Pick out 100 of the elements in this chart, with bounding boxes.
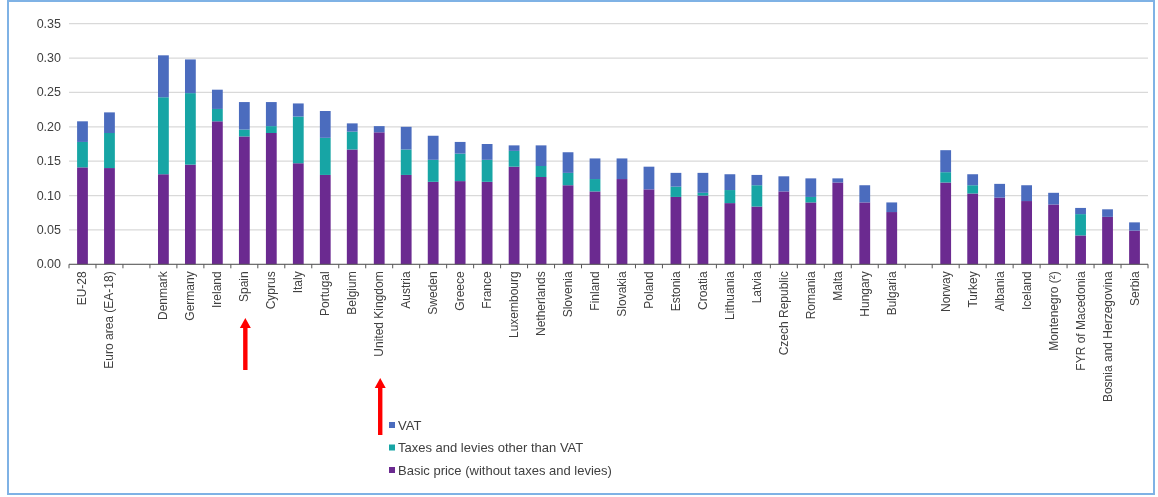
x-tick-label: Estonia xyxy=(668,270,683,312)
y-tick-label: 0.10 xyxy=(36,188,62,203)
bar xyxy=(724,190,736,204)
bar xyxy=(805,202,817,265)
bar xyxy=(346,149,358,265)
bar xyxy=(589,158,601,180)
x-tick-label: Montenegro (²) xyxy=(1046,271,1061,351)
legend-label: VAT xyxy=(398,417,422,433)
bar xyxy=(670,172,682,187)
bar xyxy=(211,108,223,122)
x-tick-label: France xyxy=(480,270,495,309)
bar xyxy=(1075,207,1086,215)
x-tick-label: Latvia xyxy=(749,270,764,304)
bar xyxy=(1048,192,1059,205)
bar xyxy=(751,185,763,207)
bar xyxy=(967,174,979,186)
bar xyxy=(697,192,709,196)
bar xyxy=(562,172,574,186)
bar xyxy=(805,196,817,203)
x-tick-label: Bosnia and Herzegovina xyxy=(1100,270,1115,403)
x-tick-label: Germany xyxy=(183,271,198,321)
bar xyxy=(427,181,439,265)
y-tick-label: 0.25 xyxy=(36,85,62,100)
bar xyxy=(697,195,709,265)
x-tick-label: Italy xyxy=(291,271,306,294)
bar xyxy=(967,193,979,265)
x-tick-label: Luxembourg xyxy=(507,271,522,339)
bar xyxy=(238,102,250,130)
x-tick-label: Serbia xyxy=(1127,270,1142,306)
x-tick-label: Lithuania xyxy=(722,270,737,321)
bar xyxy=(211,89,223,109)
x-tick-label: Slovenia xyxy=(561,270,576,318)
bar xyxy=(940,172,952,183)
bar xyxy=(481,144,493,160)
bar xyxy=(670,186,682,197)
x-tick-label: Netherlands xyxy=(534,271,549,337)
bar xyxy=(859,185,871,203)
x-tick-label: Slovakia xyxy=(614,270,629,317)
bar xyxy=(994,183,1006,198)
bar xyxy=(427,159,439,182)
x-tick-label: Albania xyxy=(992,270,1007,312)
bar xyxy=(1075,235,1086,265)
bar xyxy=(535,145,547,166)
bar xyxy=(265,133,277,265)
bar xyxy=(508,150,520,167)
bar xyxy=(1102,216,1113,265)
x-tick-label: Croatia xyxy=(695,270,710,310)
x-tick-label: Denmark xyxy=(156,270,171,320)
bar xyxy=(886,202,898,213)
bar xyxy=(535,166,547,177)
x-tick-label: Austria xyxy=(399,270,414,309)
bar xyxy=(373,132,385,265)
bar xyxy=(292,116,304,164)
bar xyxy=(184,59,196,94)
bar xyxy=(616,158,628,180)
x-tick-label: Bulgaria xyxy=(884,270,899,316)
bar xyxy=(967,185,979,194)
bar xyxy=(481,181,493,265)
bar xyxy=(400,174,412,265)
bar xyxy=(1021,185,1033,202)
bar xyxy=(158,174,169,265)
bar xyxy=(319,111,331,138)
bar xyxy=(184,164,196,265)
bar xyxy=(562,185,574,265)
x-tick-label: Portugal xyxy=(318,271,333,316)
bar xyxy=(805,178,817,197)
bar xyxy=(1048,204,1059,265)
bar xyxy=(400,149,412,175)
bar xyxy=(158,55,169,98)
bar xyxy=(265,102,277,127)
bar xyxy=(454,181,466,265)
bar xyxy=(77,167,88,265)
x-tick-label: Romania xyxy=(803,270,818,320)
x-tick-label: FYR of Macedonia xyxy=(1073,270,1088,371)
bar xyxy=(589,191,601,265)
x-tick-label: Belgium xyxy=(345,271,360,315)
bar xyxy=(238,136,250,265)
bar xyxy=(454,141,466,154)
bar xyxy=(292,103,304,117)
bar xyxy=(319,137,331,175)
x-tick-label: Cyprus xyxy=(264,271,279,310)
bar xyxy=(724,174,736,191)
x-tick-label: Poland xyxy=(641,271,656,309)
bar xyxy=(589,179,601,192)
y-tick-label: 0.20 xyxy=(36,119,62,134)
bar xyxy=(724,203,736,265)
x-tick-label: Euro area (EA-18) xyxy=(102,271,117,369)
bar xyxy=(104,112,115,133)
x-tick-label: Malta xyxy=(830,270,845,301)
x-tick-label: Turkey xyxy=(965,271,980,308)
bar xyxy=(346,131,358,150)
x-tick-label: Norway xyxy=(938,271,953,312)
y-tick-label: 0.15 xyxy=(36,154,62,169)
bar xyxy=(184,93,196,165)
bar xyxy=(940,182,952,265)
x-tick-label: United Kingdom xyxy=(372,271,387,357)
bar xyxy=(1021,201,1033,265)
x-tick-label: Czech Republic xyxy=(776,271,791,356)
x-tick-label: Finland xyxy=(588,271,603,311)
bar xyxy=(104,133,115,169)
